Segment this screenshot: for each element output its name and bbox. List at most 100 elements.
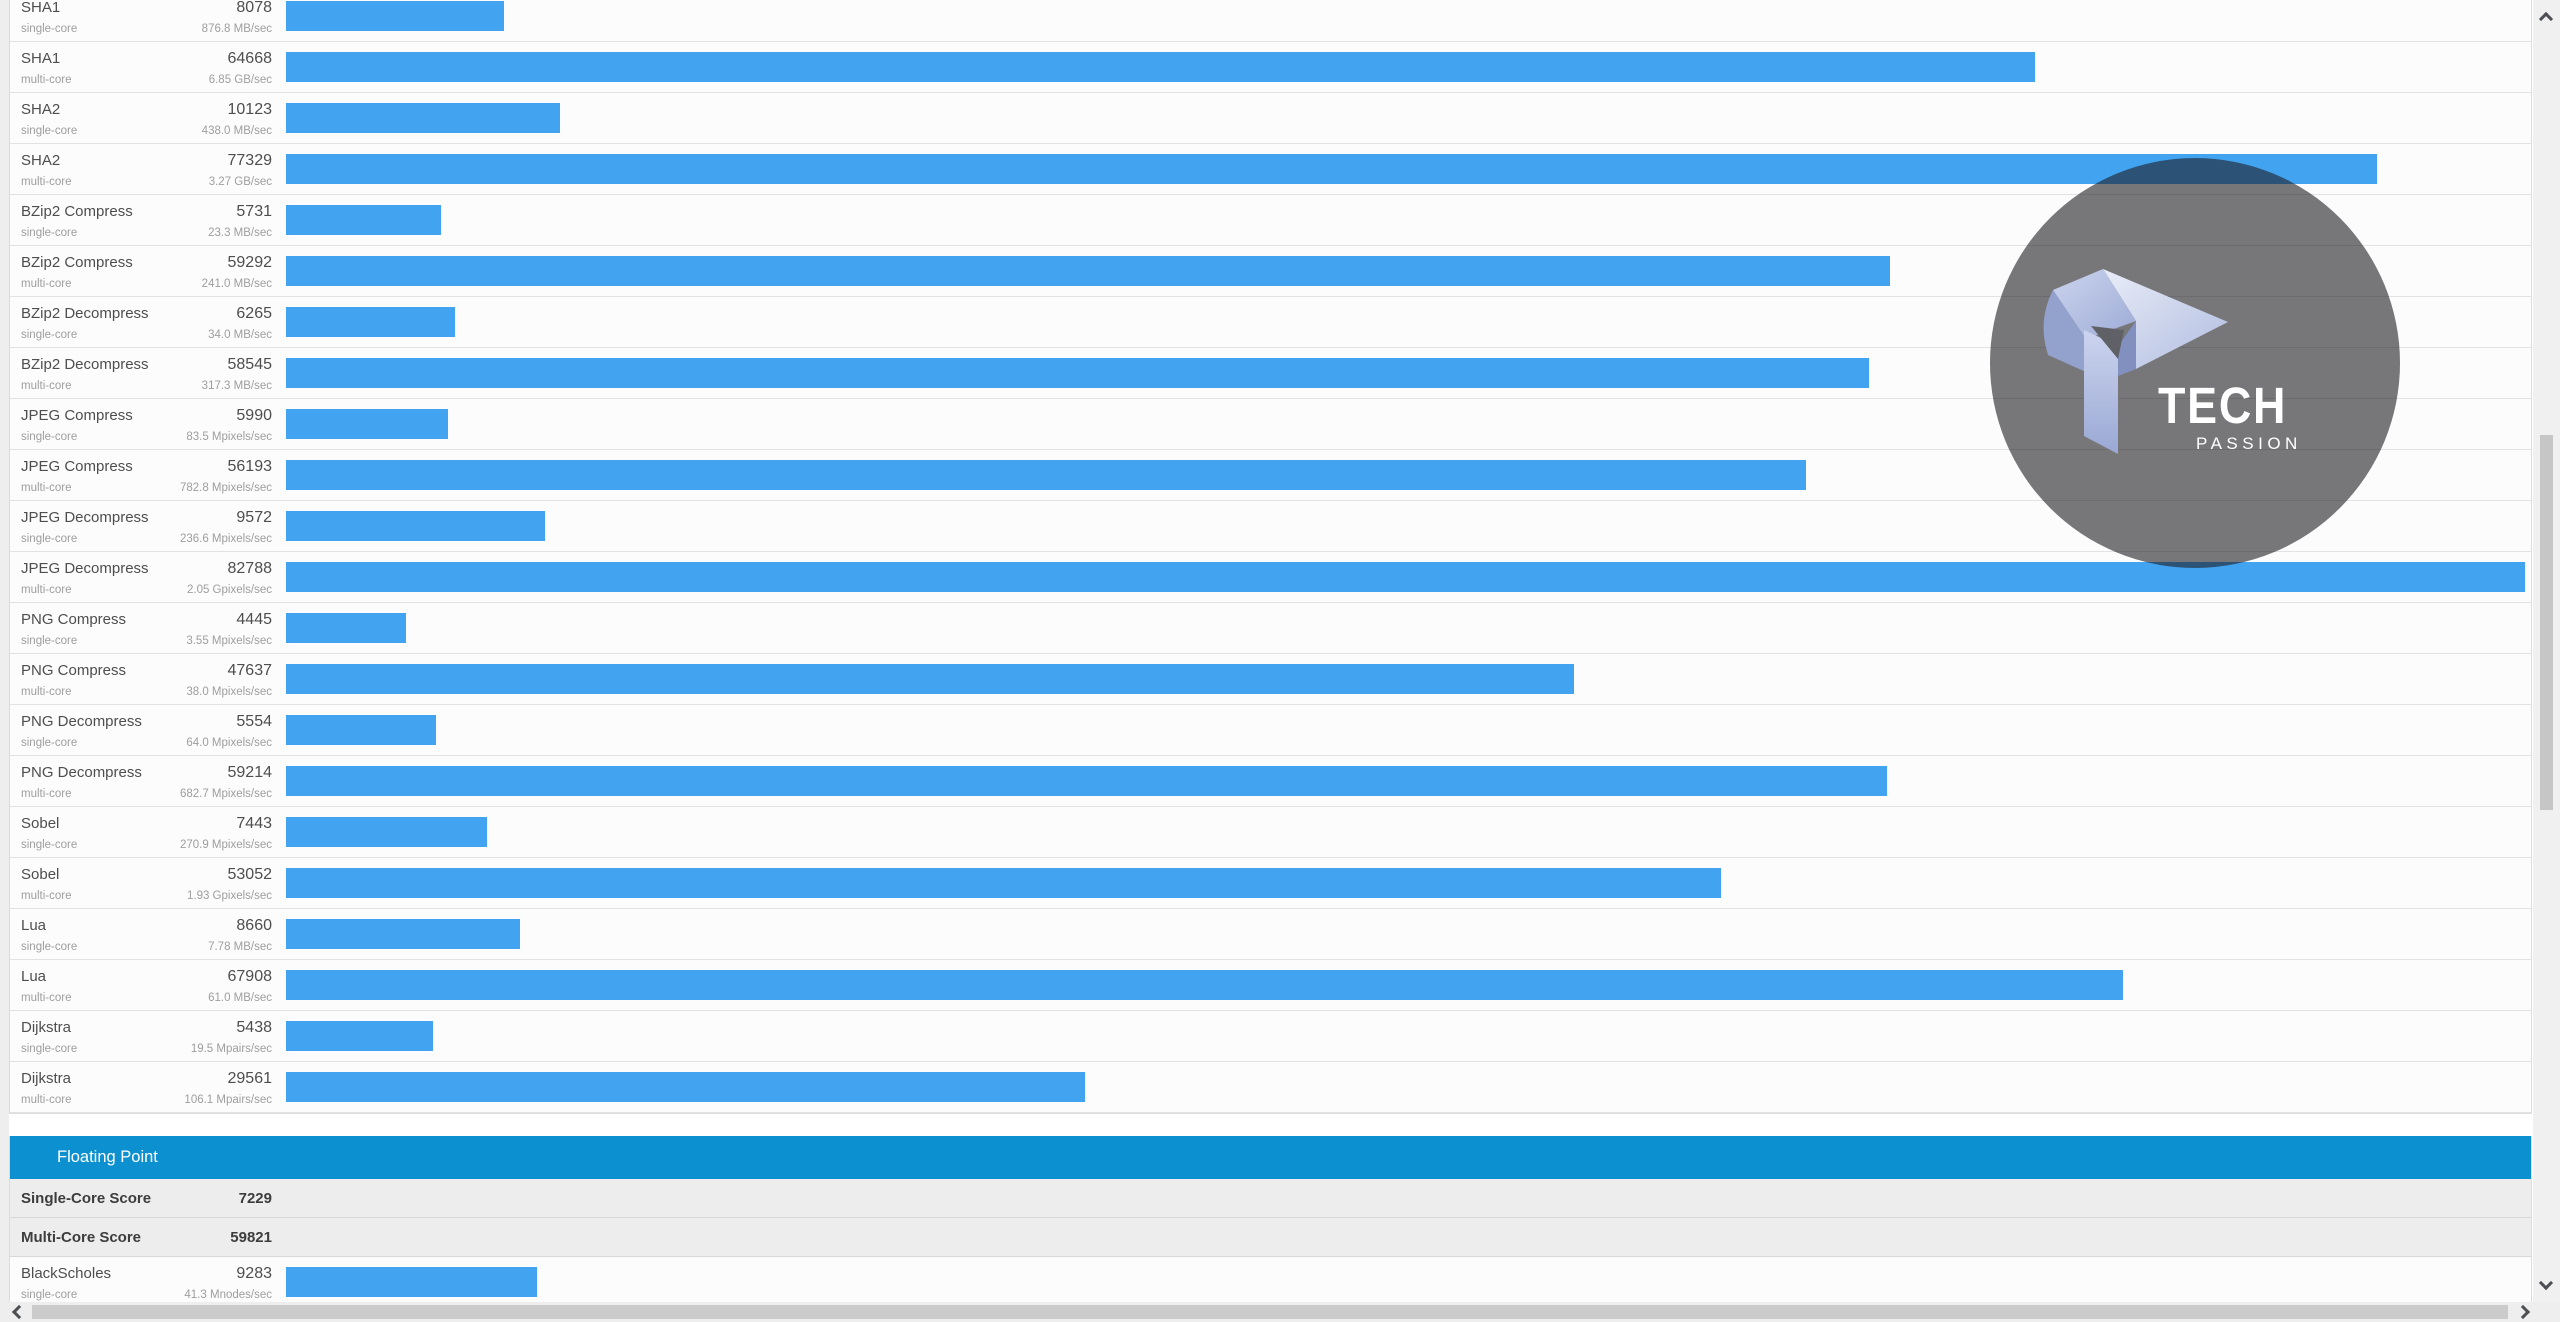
workload-name-block: BZip2 Decompress single-core — [21, 304, 149, 347]
score-bar-area — [286, 1011, 2531, 1061]
score-bar — [286, 52, 2035, 82]
score-bar — [286, 103, 560, 133]
workload-name: JPEG Compress — [21, 458, 133, 475]
workload-core-type: single-core — [21, 635, 78, 647]
score-bar-area — [286, 93, 2531, 143]
workload-score: 53052 — [227, 866, 273, 883]
benchmark-row-left: Lua single-core 8660 7.78 MB/sec — [10, 909, 286, 959]
vertical-scrollbar[interactable] — [2533, 0, 2560, 1302]
score-bar-area — [286, 144, 2531, 194]
benchmark-row-left: SHA2 single-core 10123 438.0 MB/sec — [10, 93, 286, 143]
workload-name-block: JPEG Compress multi-core — [21, 457, 133, 500]
workload-name: Lua — [21, 968, 47, 985]
workload-name: PNG Compress — [21, 662, 127, 679]
workload-score-block: 77329 3.27 GB/sec — [209, 151, 272, 194]
workload-core-type: single-core — [21, 533, 78, 545]
workload-name-block: Dijkstra multi-core — [21, 1069, 71, 1112]
workload-score: 58545 — [227, 356, 273, 373]
benchmark-row: PNG Compress multi-core 47637 38.0 Mpixels/… — [10, 654, 2531, 705]
score-bar-area — [286, 246, 2531, 296]
workload-core-type: multi-core — [21, 1094, 72, 1106]
workload-score: 10123 — [227, 101, 273, 118]
workload-core-type: multi-core — [21, 380, 72, 392]
scroll-down-icon[interactable] — [2538, 1275, 2554, 1291]
workload-throughput: 83.5 Mpixels/sec — [186, 431, 272, 443]
score-bar-area — [286, 858, 2531, 908]
scroll-right-icon[interactable] — [2515, 1304, 2531, 1320]
workload-throughput: 23.3 MB/sec — [208, 227, 272, 239]
benchmark-row-left: BZip2 Decompress single-core 6265 34.0 MB/s… — [10, 297, 286, 347]
score-summary-value: 59821 — [230, 1229, 272, 1246]
workload-throughput: 64.0 Mpixels/sec — [186, 737, 272, 749]
benchmark-row-left: PNG Decompress multi-core 59214 682.7 Mpixe… — [10, 756, 286, 806]
score-bar-area — [286, 42, 2531, 92]
workload-core-type: single-core — [21, 125, 78, 137]
score-bar — [286, 817, 487, 847]
score-bar-area — [286, 195, 2531, 245]
workload-score-block: 58545 317.3 MB/sec — [202, 355, 272, 398]
scroll-left-icon[interactable] — [11, 1304, 27, 1320]
page-left-gutter — [0, 0, 9, 1302]
section-gap — [9, 1114, 2532, 1136]
workload-name: JPEG Decompress — [21, 560, 149, 577]
workload-score-block: 7443 270.9 Mpixels/sec — [180, 814, 272, 857]
horizontal-scrollbar-thumb[interactable] — [32, 1305, 2508, 1319]
workload-score-block: 4445 3.55 Mpixels/sec — [186, 610, 272, 653]
vertical-scrollbar-thumb[interactable] — [2540, 435, 2553, 810]
benchmark-row-left: PNG Decompress single-core 5554 64.0 Mpixel… — [10, 705, 286, 755]
score-summary-row: Single-Core Score 7229 — [10, 1179, 2531, 1218]
score-bar-area — [286, 297, 2531, 347]
workload-score: 4445 — [236, 611, 272, 628]
workload-score: 47637 — [227, 662, 273, 679]
workload-name: SHA1 — [21, 50, 61, 67]
score-bar-area — [286, 1257, 2531, 1307]
workload-throughput: 270.9 Mpixels/sec — [179, 839, 272, 851]
workload-score-block: 9283 41.3 Mnodes/sec — [184, 1264, 272, 1307]
benchmark-row: Sobel multi-core 53052 1.93 Gpixels/sec — [10, 858, 2531, 909]
tech-passion-logo: TECH PASSION — [1990, 158, 2400, 568]
workload-score: 5438 — [236, 1019, 272, 1036]
workload-score: 8660 — [236, 917, 272, 934]
workload-throughput: 317.3 MB/sec — [201, 380, 272, 392]
score-bar — [286, 766, 1887, 796]
workload-name: BZip2 Compress — [21, 203, 133, 220]
benchmark-row: PNG Decompress single-core 5554 64.0 Mpixel… — [10, 705, 2531, 756]
workload-score-block: 56193 782.8 Mpixels/sec — [180, 457, 272, 500]
workload-throughput: 38.0 Mpixels/sec — [186, 686, 272, 698]
workload-core-type: multi-core — [21, 482, 72, 494]
workload-name-block: Lua single-core — [21, 916, 77, 959]
score-bar — [286, 562, 2525, 592]
workload-throughput: 19.5 Mpairs/sec — [190, 1043, 272, 1055]
workload-name: BZip2 Compress — [21, 254, 133, 271]
workload-core-type: single-core — [21, 23, 78, 35]
benchmark-row-left: SHA1 single-core 8078 876.8 MB/sec — [10, 0, 286, 41]
workload-score: 7443 — [236, 815, 272, 832]
workload-name-block: PNG Compress single-core — [21, 610, 126, 653]
floating-point-table: Floating Point Single-Core Score 7229 Mult… — [9, 1136, 2532, 1309]
horizontal-scrollbar[interactable] — [0, 1302, 2560, 1322]
score-bar — [286, 154, 2377, 184]
workload-name-block: PNG Decompress multi-core — [21, 763, 142, 806]
workload-core-type: single-core — [21, 737, 78, 749]
workload-throughput: 61.0 MB/sec — [208, 992, 272, 1004]
workload-score-block: 53052 1.93 Gpixels/sec — [187, 865, 272, 908]
score-bar — [286, 919, 520, 949]
benchmark-row: SHA1 multi-core 64668 6.85 GB/sec — [10, 42, 2531, 93]
benchmark-row: Lua multi-core 67908 61.0 MB/sec — [10, 960, 2531, 1011]
benchmark-row: SHA2 single-core 10123 438.0 MB/sec — [10, 93, 2531, 144]
benchmark-row-left: BlackScholes single-core 9283 41.3 Mnodes/s… — [10, 1257, 286, 1307]
score-summary-label: Multi-Core Score — [21, 1229, 142, 1246]
workload-throughput: 7.78 MB/sec — [208, 941, 272, 953]
workload-name: SHA1 — [21, 0, 61, 16]
workload-score: 77329 — [227, 152, 273, 169]
section-header-floating-point: Floating Point — [10, 1136, 2531, 1179]
scroll-up-icon[interactable] — [2538, 11, 2554, 27]
workload-name-block: JPEG Decompress multi-core — [21, 559, 149, 602]
workload-score-block: 10123 438.0 MB/sec — [202, 100, 272, 143]
workload-score: 59292 — [227, 254, 273, 271]
score-bar-area — [286, 399, 2531, 449]
workload-throughput: 782.8 Mpixels/sec — [179, 482, 272, 494]
workload-name: PNG Compress — [21, 611, 127, 628]
workload-throughput: 3.55 Mpixels/sec — [186, 635, 272, 647]
